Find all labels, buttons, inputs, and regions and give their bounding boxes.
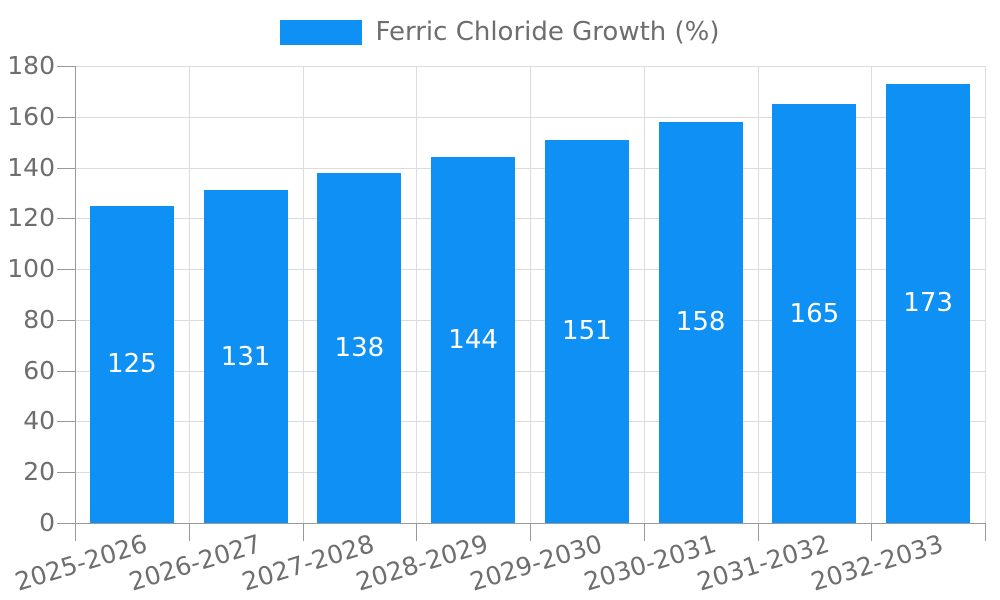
x-axis-tick	[188, 523, 190, 541]
x-axis-label: 2027-2028	[239, 529, 378, 597]
bar[interactable]	[89, 205, 174, 523]
gridline-vertical	[188, 66, 190, 523]
y-axis-label: 140	[7, 152, 55, 182]
x-axis-tick	[871, 523, 873, 541]
y-axis-label: 60	[23, 355, 55, 385]
gridline-vertical	[530, 66, 531, 523]
y-axis-tick	[57, 167, 75, 169]
y-axis-label: 80	[23, 304, 55, 334]
y-axis-tick	[57, 421, 75, 423]
legend-label: Ferric Chloride Growth (%)	[375, 17, 720, 47]
gridline-vertical	[985, 66, 986, 523]
gridline-vertical	[302, 66, 304, 523]
x-axis-tick	[302, 523, 304, 541]
x-axis-label: 2029-2030	[466, 529, 606, 597]
x-axis-label: 2025-2026	[11, 529, 151, 597]
y-axis-label: 120	[7, 203, 55, 233]
y-axis-tick	[57, 116, 75, 118]
y-axis-line	[75, 66, 76, 541]
y-axis-label: 0	[39, 508, 55, 537]
legend-swatch	[280, 19, 363, 45]
x-axis-label: 2028-2029	[352, 529, 492, 597]
y-axis-tick	[57, 66, 75, 67]
y-axis-label: 40	[23, 406, 55, 436]
gridline-vertical	[643, 66, 645, 523]
bar[interactable]	[203, 190, 288, 523]
y-axis-tick	[57, 319, 75, 321]
x-axis-tick	[757, 523, 759, 541]
bar[interactable]	[317, 172, 402, 523]
legend-item[interactable]: Ferric Chloride Growth (%)	[0, 17, 1000, 47]
x-axis-tick	[985, 523, 986, 541]
x-axis-label: 2032-2033	[807, 529, 947, 597]
y-axis-tick	[57, 523, 75, 524]
y-axis-label: 160	[7, 101, 55, 131]
bar[interactable]	[772, 104, 857, 523]
y-axis-tick	[57, 472, 75, 474]
y-axis-tick	[57, 269, 75, 271]
bar[interactable]	[431, 157, 516, 523]
x-axis-tick	[643, 523, 645, 541]
x-axis-tick	[75, 523, 76, 541]
y-axis-label: 180	[7, 51, 55, 80]
x-axis-tick	[416, 523, 418, 541]
y-axis-tick	[57, 370, 75, 372]
gridline-vertical	[416, 66, 418, 523]
x-axis-label: 2031-2032	[694, 529, 833, 597]
y-axis-label: 100	[7, 254, 55, 284]
y-axis-label: 20	[23, 457, 55, 487]
x-axis-tick	[530, 523, 531, 541]
y-axis-tick	[57, 218, 75, 220]
gridline-vertical	[757, 66, 759, 523]
bar[interactable]	[886, 83, 971, 523]
bar[interactable]	[544, 139, 629, 523]
gridline-vertical	[871, 66, 873, 523]
bar[interactable]	[658, 121, 743, 523]
